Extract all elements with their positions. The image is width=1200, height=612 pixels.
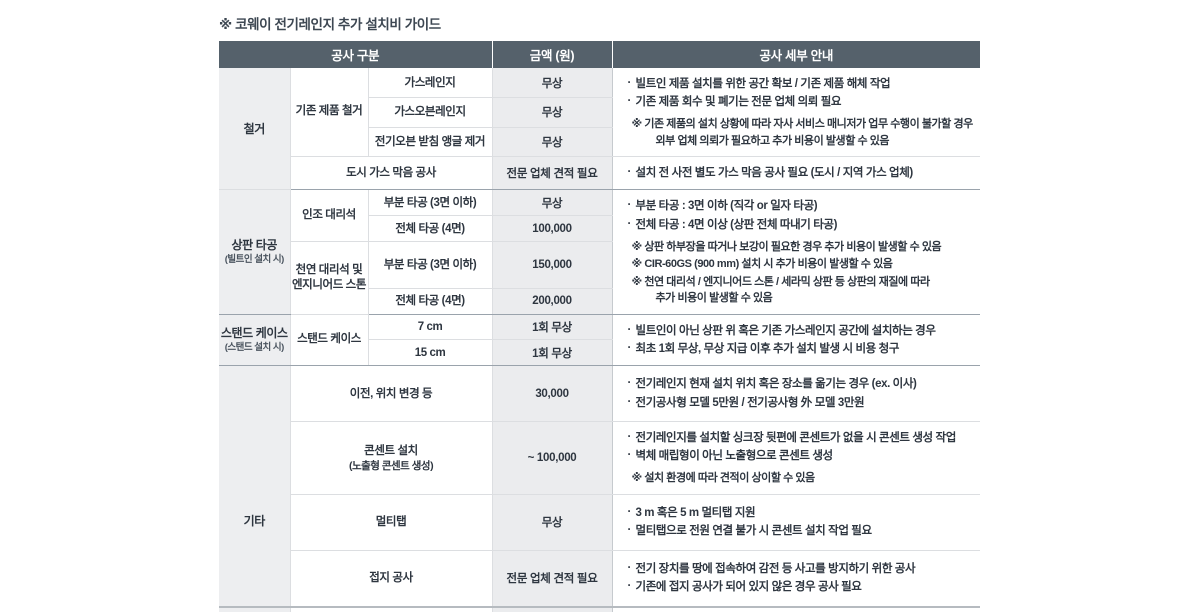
category-cell-stand-case: 스탠드 케이스 (스탠드 설치 시): [219, 314, 291, 367]
table-row: 멀티탭 무상 3 m 혹은 5 m 멀티탭 지원 멀티탭으로 전원 연결 불가 …: [219, 494, 981, 551]
price-cell: 무상: [492, 68, 613, 99]
detail-note: ※ 기존 제품의 설치 상황에 따라 자사 서비스 매니저가 업무 수행이 불가…: [631, 118, 974, 147]
detail-bullet: 기존에 접지 공사가 되어 있지 않은 경우 공사 필요: [627, 577, 981, 596]
item-cell: 가구장 수정 및 설치: [290, 606, 493, 612]
detail-bullet: 벽체 매립형이 아닌 노출형으로 콘센트 생성: [627, 446, 981, 465]
category-cell-etc: 기타: [219, 365, 291, 612]
item-cell: 전기오븐 받침 앵글 제거: [368, 127, 493, 158]
table-row: 콘센트 설치 (노출형 콘센트 생성) ~ 100,000 전기레인지를 설치할…: [219, 421, 981, 495]
detail-cell: 설치 전 사전 별도 가스 막음 공사 필요 (도시 / 지역 가스 업체): [612, 156, 981, 191]
detail-bullet: 3 m 혹은 5 m 멀티탭 지원: [627, 503, 981, 522]
detail-cell: 빌트인이 아닌 상판 위 혹은 기존 가스레인지 공간에 설치하는 경우 최초 …: [612, 314, 981, 367]
detail-bullet: 설치 전 사전 별도 가스 막음 공사 필요 (도시 / 지역 가스 업체): [627, 163, 981, 182]
table-row: 가스오븐레인지 무상: [219, 97, 980, 128]
detail-bullet: 전체 타공 : 4면 이상 (상판 전체 따내기 타공): [627, 215, 981, 234]
item-cell: 가스레인지: [368, 68, 493, 99]
detail-note: ※ CIR-60GS (900 mm) 설치 시 추가 비용이 발생할 수 있음: [631, 258, 893, 271]
price-cell: 무상: [492, 494, 613, 551]
subgroup-cell: 기존 제품 철거: [290, 68, 369, 158]
item-cell: 멀티탭: [290, 494, 493, 551]
header-details: 공사 세부 안내: [612, 41, 981, 68]
detail-bullet: 전기공사형 모델 5만원 / 전기공사형 外 모델 3만원: [627, 393, 981, 412]
price-cell: 150,000: [492, 241, 613, 289]
table-row: 천연 대리석 및 엔지니어드 스톤 부분 타공 (3면 이하) 150,000: [219, 241, 980, 315]
price-cell: 무상: [492, 189, 613, 217]
item-cell: 전체 타공 (4면): [368, 215, 493, 243]
price-cell: ~ 100,000: [492, 421, 613, 495]
detail-bullet: 빌트인이 아닌 상판 위 혹은 기존 가스레인지 공간에 설치하는 경우: [627, 321, 981, 340]
subgroup-cell: 천연 대리석 및 엔지니어드 스톤: [290, 241, 369, 315]
price-cell: 1회 무상: [492, 339, 613, 367]
item-cell: 15 cm: [368, 339, 493, 367]
detail-bullet: 전기레인지 현재 설치 위치 혹은 장소를 옮기는 경우 (ex. 이사): [627, 374, 981, 393]
detail-note: ※ 상판 하부장을 따거나 보강이 필요한 경우 추가 비용이 발생할 수 있음: [631, 240, 942, 253]
detail-cell: 전기레인지를 설치할 싱크장 뒷편에 콘센트가 없을 시 콘센트 생성 작업 벽…: [612, 421, 981, 495]
header-amount: 금액 (원): [492, 41, 613, 68]
table-row: 가구장 수정 및 설치 전문 업체 견적 필요 전기레인지 설치를 위해 가구장…: [219, 606, 981, 612]
detail-cell: 전기 장치를 땅에 접속하여 감전 등 사고를 방지하기 위한 공사 기존에 접…: [612, 550, 981, 607]
price-cell: 무상: [492, 97, 613, 128]
item-cell: 콘센트 설치 (노출형 콘센트 생성): [290, 421, 493, 495]
table-row: 스탠드 케이스 (스탠드 설치 시) 스탠드 케이스 7 cm 1회 무상 빌트…: [219, 314, 981, 367]
price-cell: 200,000: [492, 288, 613, 315]
subgroup-cell: 스탠드 케이스: [290, 314, 369, 367]
price-cell: 전문 업체 견적 필요: [492, 550, 613, 607]
header-work-division: 공사 구분: [219, 41, 493, 68]
table-bottom-rule: [219, 606, 980, 608]
item-cell: 7 cm: [368, 314, 493, 341]
detail-note: ※ 천연 대리석 / 엔지니어드 스톤 / 세라믹 상판 등 상판의 재질에 따…: [631, 275, 931, 305]
table-row: 전체 타공 (4면) 100,000: [219, 215, 980, 243]
item-cell: 가스오븐레인지: [368, 97, 493, 128]
detail-bullet: 부분 타공 : 3면 이하 (직각 or 일자 타공): [627, 196, 981, 215]
detail-bullet: 빌트인 제품 설치를 위한 공간 확보 / 기존 제품 해체 작업: [627, 74, 981, 93]
table-row: 15 cm 1회 무상: [219, 339, 980, 367]
price-cell: 30,000: [492, 365, 613, 423]
detail-bullet: 전기레인지를 설치할 싱크장 뒷편에 콘센트가 없을 시 콘센트 생성 작업: [627, 428, 981, 447]
table-row: 상판 타공 (빌트인 설치 시) 인조 대리석 부분 타공 (3면 이하) 무상…: [219, 189, 981, 315]
detail-cell: 전기레인지 현재 설치 위치 혹은 장소를 옮기는 경우 (ex. 이사) 전기…: [612, 365, 981, 423]
item-cell: 부분 타공 (3면 이하): [368, 189, 493, 217]
price-cell: 전문 업체 견적 필요: [492, 606, 613, 612]
table-row: 기타 이전, 위치 변경 등 30,000 전기레인지 현재 설치 위치 혹은 …: [219, 365, 981, 612]
detail-cell: 부분 타공 : 3면 이하 (직각 or 일자 타공) 전체 타공 : 4면 이…: [612, 189, 981, 315]
price-cell: 전문 업체 견적 필요: [492, 156, 613, 191]
item-cell: 접지 공사: [290, 550, 493, 607]
price-cell: 100,000: [492, 215, 613, 243]
table-row: 도시 가스 막음 공사 전문 업체 견적 필요 설치 전 사전 별도 가스 막음…: [219, 156, 981, 191]
detail-bullet: 기존 제품 회수 및 폐기는 전문 업체 의뢰 필요: [627, 92, 981, 111]
installation-fee-table: 공사 구분 금액 (원) 공사 세부 안내 철거 기존 제품 철거 가스레인지 …: [219, 41, 981, 612]
table-row: 철거 기존 제품 철거 가스레인지 무상 빌트인 제품 설치를 위한 공간 확보…: [219, 68, 981, 191]
detail-cell: 빌트인 제품 설치를 위한 공간 확보 / 기존 제품 해체 작업 기존 제품 …: [612, 68, 981, 158]
detail-bullet: 최초 1회 무상, 무상 지급 이후 추가 설치 발생 시 비용 청구: [627, 339, 981, 358]
table-row: 전기오븐 받침 앵글 제거 무상: [219, 127, 980, 158]
item-cell: 도시 가스 막음 공사: [290, 156, 493, 191]
detail-bullet: 전기 장치를 땅에 접속하여 감전 등 사고를 방지하기 위한 공사: [627, 559, 981, 578]
price-cell: 1회 무상: [492, 314, 613, 341]
item-cell: 부분 타공 (3면 이하): [368, 241, 493, 289]
subgroup-cell: 인조 대리석: [290, 189, 369, 243]
item-cell: 이전, 위치 변경 등: [290, 365, 493, 423]
table-row: 접지 공사 전문 업체 견적 필요 전기 장치를 땅에 접속하여 감전 등 사고…: [219, 550, 981, 607]
detail-cell: 전기레인지 설치를 위해 가구장의 수정 작업이 필요한 경우 기존에 사용하던…: [612, 606, 981, 612]
category-cell-countertop: 상판 타공 (빌트인 설치 시): [219, 189, 291, 315]
item-cell: 전체 타공 (4면): [368, 288, 493, 315]
price-cell: 무상: [492, 127, 613, 158]
category-cell-demolition: 철거: [219, 68, 291, 191]
page-title: ※ 코웨이 전기레인지 추가 설치비 가이드: [219, 17, 441, 32]
table-row: 전체 타공 (4면) 200,000: [219, 288, 980, 315]
table-header-row: 공사 구분 금액 (원) 공사 세부 안내: [219, 41, 981, 68]
detail-cell: 3 m 혹은 5 m 멀티탭 지원 멀티탭으로 전원 연결 불가 시 콘센트 설…: [612, 494, 981, 551]
detail-bullet: 멀티탭으로 전원 연결 불가 시 콘센트 설치 작업 필요: [627, 521, 981, 540]
detail-note: ※ 설치 환경에 따라 견적이 상이할 수 있음: [631, 472, 816, 485]
